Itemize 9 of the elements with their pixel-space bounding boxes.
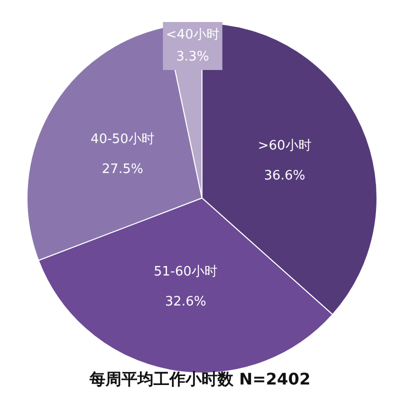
slice-label: <40小时 [166, 27, 220, 42]
data-label: 27.5% [102, 162, 144, 178]
text: 每周平均工作小时数 N=2402 [88, 370, 310, 388]
slice-label: 40-50小时 [90, 132, 154, 148]
slice-label: >60小时 [258, 138, 312, 154]
data-label: 36.6% [264, 168, 306, 184]
slice-label: 51-60小时 [154, 264, 218, 280]
data-label: 3.3% [176, 49, 210, 64]
data-label: 32.6% [164, 294, 206, 310]
